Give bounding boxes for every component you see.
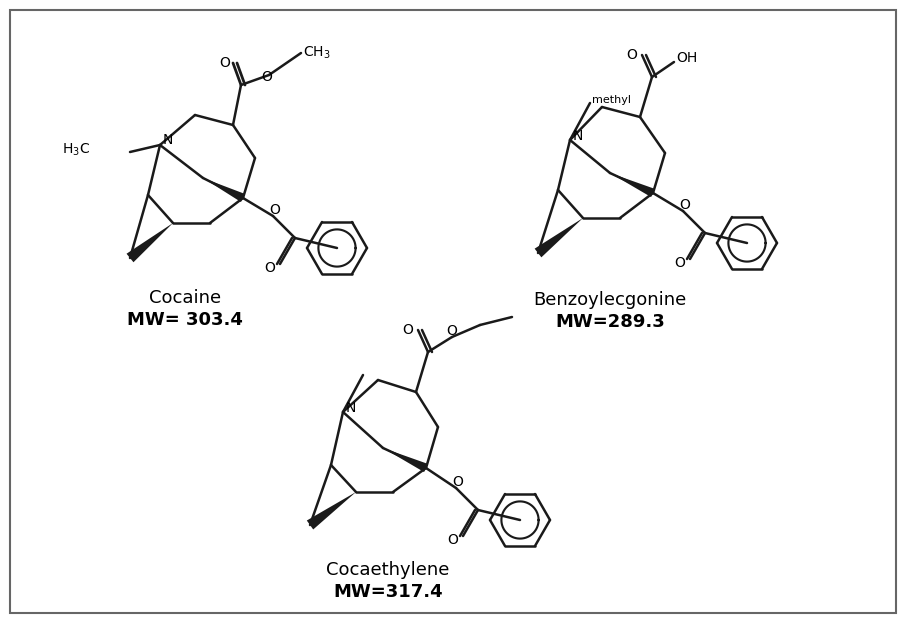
Polygon shape xyxy=(307,492,356,530)
Text: MW= 303.4: MW= 303.4 xyxy=(127,311,243,329)
Text: N: N xyxy=(163,133,173,147)
Polygon shape xyxy=(383,448,428,472)
Text: N: N xyxy=(573,129,583,143)
Text: O: O xyxy=(447,324,458,338)
Polygon shape xyxy=(535,218,583,257)
Text: N: N xyxy=(346,401,356,415)
Text: O: O xyxy=(265,261,275,275)
Text: CH$_3$: CH$_3$ xyxy=(303,45,331,61)
Polygon shape xyxy=(127,223,173,262)
Text: O: O xyxy=(219,56,230,70)
FancyBboxPatch shape xyxy=(10,10,896,613)
Text: O: O xyxy=(453,475,464,489)
Text: O: O xyxy=(262,70,273,84)
Text: MW=289.3: MW=289.3 xyxy=(555,313,665,331)
Text: O: O xyxy=(680,198,690,212)
Text: methyl: methyl xyxy=(592,95,631,105)
Polygon shape xyxy=(203,178,245,202)
Text: MW=317.4: MW=317.4 xyxy=(333,583,443,601)
Text: O: O xyxy=(402,323,413,337)
Text: O: O xyxy=(448,533,458,547)
Text: H$_3$C: H$_3$C xyxy=(62,142,90,158)
Text: O: O xyxy=(270,203,281,217)
Text: Cocaethylene: Cocaethylene xyxy=(326,561,449,579)
Text: O: O xyxy=(627,48,638,62)
Text: OH: OH xyxy=(676,51,698,65)
Polygon shape xyxy=(610,173,655,197)
Text: O: O xyxy=(675,256,686,270)
Text: Cocaine: Cocaine xyxy=(149,289,221,307)
Text: Benzoylecgonine: Benzoylecgonine xyxy=(534,291,687,309)
